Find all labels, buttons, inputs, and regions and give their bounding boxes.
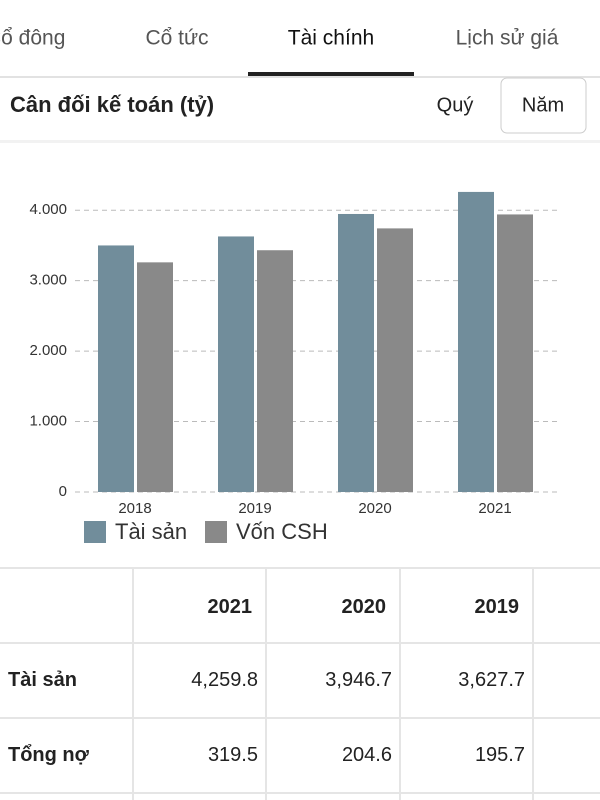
tab[interactable]: Lịch sử giá (456, 27, 559, 50)
bar (137, 262, 173, 492)
y-tick-label: 0 (59, 483, 67, 500)
chart: 0 1.000 2.000 3.000 4.000 2018 2019 2020 2021 Tài… (29, 191, 560, 544)
tab[interactable]: Cổ đông (0, 27, 65, 50)
period-button[interactable]: Quý (437, 94, 474, 116)
y-tick-label: 3.000 (29, 272, 67, 289)
bar (458, 191, 494, 492)
column-header: 2019 (475, 596, 520, 618)
cell-value: 3,946.7 (325, 669, 392, 691)
period-button-frame[interactable] (500, 77, 587, 134)
tab-active[interactable]: Tài chính (288, 27, 374, 50)
divider (0, 140, 600, 143)
tab[interactable]: Cổ tức (145, 27, 208, 50)
x-tick-label: 2021 (478, 500, 511, 517)
y-tick-label: 1.000 (29, 413, 67, 430)
legend-swatch (84, 521, 106, 543)
period-button[interactable]: Năm (522, 94, 564, 116)
legend-label: Vốn CSH (236, 519, 328, 544)
x-tick-label: 2019 (238, 500, 271, 517)
tab-bar (0, 0, 600, 76)
bar (338, 213, 374, 492)
bar (497, 214, 533, 493)
bar (257, 250, 293, 492)
y-tick-label: 4.000 (29, 201, 67, 218)
tab-indicator (248, 72, 414, 76)
cell-value: 319.5 (208, 744, 258, 766)
row-label: Tổng nợ (8, 744, 90, 766)
column-header: 2020 (342, 596, 387, 618)
cell-value: 204.6 (342, 744, 392, 766)
cell-value: 4,259.8 (191, 669, 258, 691)
section-title: Cân đối kế toán (tỷ) (10, 92, 214, 117)
cell-value: 3,627.7 (458, 669, 525, 691)
bar (377, 228, 413, 493)
legend-label: Tài sản (115, 519, 187, 544)
x-tick-label: 2020 (358, 500, 391, 517)
table: 2021 2020 2019 Tài sản 4,259.8 3,946.7 3,627.7… (0, 567, 600, 800)
bar (98, 245, 134, 492)
column-header: 2021 (208, 596, 253, 618)
cell-value: 195.7 (475, 744, 525, 766)
x-tick-label: 2018 (118, 500, 151, 517)
legend-swatch (205, 521, 227, 543)
row-label: Tài sản (8, 669, 77, 691)
y-tick-label: 2.000 (29, 342, 67, 359)
bar (218, 236, 254, 492)
